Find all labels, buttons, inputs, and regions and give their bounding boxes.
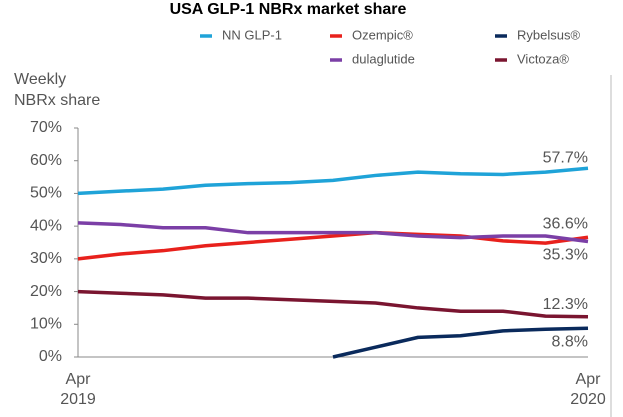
data-label: 36.6% xyxy=(543,215,588,232)
y-tick-label: 70% xyxy=(30,119,62,136)
y-axis-label: Weekly NBRx share xyxy=(14,71,100,109)
legend-label: Ozempic® xyxy=(352,27,413,42)
x-tick-label: Apr 2020 xyxy=(570,371,606,408)
chart-title: USA GLP-1 NBRx market share xyxy=(170,1,407,18)
line xyxy=(332,326,589,359)
y-tick-label: 10% xyxy=(30,316,62,333)
line xyxy=(77,230,589,261)
y-tick-label: 20% xyxy=(30,283,62,300)
line xyxy=(77,289,589,319)
line xyxy=(77,166,589,196)
legend-label: NN GLP-1 xyxy=(222,27,282,42)
data-label: 8.8% xyxy=(552,333,588,350)
data-label: 57.7% xyxy=(543,149,588,166)
data-label: 35.3% xyxy=(543,247,588,264)
y-tick-label: 0% xyxy=(39,348,62,365)
line xyxy=(77,221,589,244)
x-tick-label: Apr 2019 xyxy=(60,371,96,408)
legend-label: dulaglutide xyxy=(352,51,415,66)
data-label: 12.3% xyxy=(543,296,588,313)
legend-label: Victoza® xyxy=(517,51,569,66)
y-tick-label: 60% xyxy=(30,152,62,169)
y-tick-label: 40% xyxy=(30,217,62,234)
y-tick-label: 50% xyxy=(30,185,62,202)
legend-label: Rybelsus® xyxy=(517,27,580,42)
y-tick-label: 30% xyxy=(30,250,62,267)
legend: NN GLP-1 Ozempic® Rybelsus® dulaglutide Vict… xyxy=(200,27,580,66)
